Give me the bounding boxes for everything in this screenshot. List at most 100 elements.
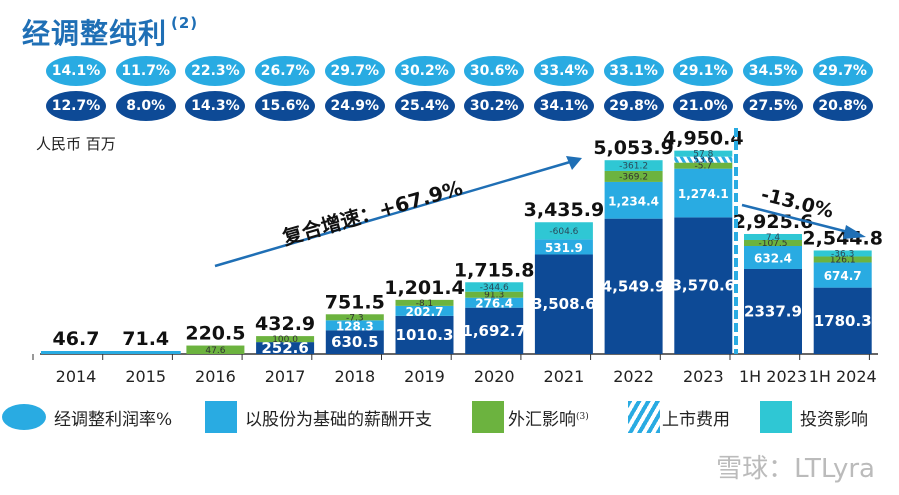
segment-label: 126.1 [830,255,856,265]
bar-segment-share_comp [325,320,384,331]
bar-segment-fx [604,170,663,182]
segment-label: 202.7 [406,305,444,319]
bar-segment-investment [813,250,872,257]
bar-segment-investment [674,150,733,157]
margin-pill-row2: 20.8% [812,91,873,121]
category-label: 2016 [195,367,236,386]
bar-segment-fx [395,299,454,306]
bar-segment-share_comp [604,181,663,219]
margin-pill-row1: 30.2% [394,56,455,86]
segment-label: 1010.3 [396,326,454,344]
category-label: 2014 [56,367,97,386]
margin-pill-row2: 34.1% [533,91,594,121]
segment-label: 630.5 [331,333,378,351]
segment-label: 1,234.4 [608,194,659,208]
margin-pill-row2: 14.3% [185,91,246,121]
segment-label: 91.3 [484,291,504,301]
bar-segment-base [256,342,315,354]
segment-label: 47.6 [205,346,225,356]
legend-footnote: (3) [576,412,589,422]
bar-segment [110,351,181,354]
hatch-swatch-icon [628,401,660,433]
margin-pill-row2: 21.0% [673,91,734,121]
total-label: 432.9 [255,313,315,335]
category-label: 2015 [125,367,166,386]
margin-pill-row1: 26.7% [255,56,316,86]
category-label: 2017 [265,367,306,386]
bar-segment-base [604,218,663,354]
margin-pill-row2: 29.8% [603,91,664,121]
margin-pill-row1: 30.6% [464,56,525,86]
category-label: 1H 2023 [739,367,807,386]
total-label: 5,053.9 [593,137,674,159]
margin-pill-row2: 25.4% [394,91,455,121]
legend-item-fx: 外汇影响 (3) [472,400,589,434]
total-label: 71.4 [122,328,169,350]
category-label: 2023 [683,367,724,386]
total-label: 4,950.4 [663,128,744,150]
segment-label: 57.8 [693,150,713,160]
chart-title: 经调整纯利 (2) [22,12,198,52]
bar-segment-share_comp [813,262,872,288]
margin-pill-row1: 22.3% [185,56,246,86]
margin-pill-row2: 15.6% [255,91,316,121]
legend-item-listing: 上市费用 [628,400,730,434]
segment-label: -344.6 [480,283,509,293]
bar-segment-share_comp [744,245,802,269]
segment-label: 252.6 [261,339,308,357]
legend-item-share-comp: 以股份为基础的薪酬开支 [205,400,432,434]
total-label: 2,925.6 [733,211,814,233]
segment-label: 4,549.9 [602,277,666,295]
legend-item-margin: 经调整利润率% [2,400,172,434]
bar-segment-investment [534,222,593,240]
watermark: 雪球：LTLyra [716,454,875,484]
legend-label: 以股份为基础的薪酬开支 [245,409,432,430]
bar-segment-listing [674,156,733,163]
margin-pill-row2: 27.5% [743,91,803,121]
segment-label: 3,570.6 [672,277,736,295]
segment-label: -361.2 [619,162,648,172]
arrow-head-icon [843,225,866,239]
margin-pill-row1: 34.5% [743,56,803,86]
legend-label: 上市费用 [662,409,730,430]
bar-segment-base [534,254,593,354]
square-swatch-icon [760,401,792,433]
title-footnote: (2) [171,14,199,32]
bar-segment-base [744,268,802,354]
total-label: 1,715.8 [454,259,535,281]
margin-pill-row2: 24.9% [324,91,385,121]
segment-label: 1,274.1 [678,187,729,201]
total-label: 3,435.9 [524,199,605,221]
total-label: 2,544.8 [802,227,883,249]
legend-label: 投资影响 [800,409,868,430]
bar-segment-share_comp [395,305,454,316]
bar-segment-base [395,315,454,354]
bar-segment-base [325,330,384,354]
legend-label: 外汇影响 [508,409,576,430]
bar-segment-share_comp [465,297,524,308]
total-label: 220.5 [185,323,245,345]
bar-segment-fx [674,162,733,169]
margin-pill-row1: 29.1% [673,56,734,86]
bar-segment-fx [465,291,524,298]
bar-segment-base [465,307,524,354]
margin-pill-row2: 8.0% [115,91,176,121]
segment-label: -107.5 [758,239,787,249]
cagr-arrow-line [214,160,571,268]
bar-segment-investment [744,233,802,240]
segment-label: -369.2 [619,172,648,182]
total-label: 46.7 [53,328,100,350]
margin-pill-row2: 30.2% [464,91,525,121]
margin-pill-row1: 33.4% [533,56,594,86]
bar-segment-fx [256,336,315,343]
category-label: 2020 [474,367,515,386]
bar-segment-fx [813,256,872,263]
segment-label: 1780.3 [814,312,872,330]
bar-segment [41,351,111,354]
category-label: 2022 [613,367,654,386]
segment-label: -7.3 [346,313,364,323]
segment-label: 674.7 [824,269,862,283]
margin-pill-row1: 33.1% [603,56,664,86]
category-label: 2018 [334,367,375,386]
bar-segment-base [813,287,872,354]
